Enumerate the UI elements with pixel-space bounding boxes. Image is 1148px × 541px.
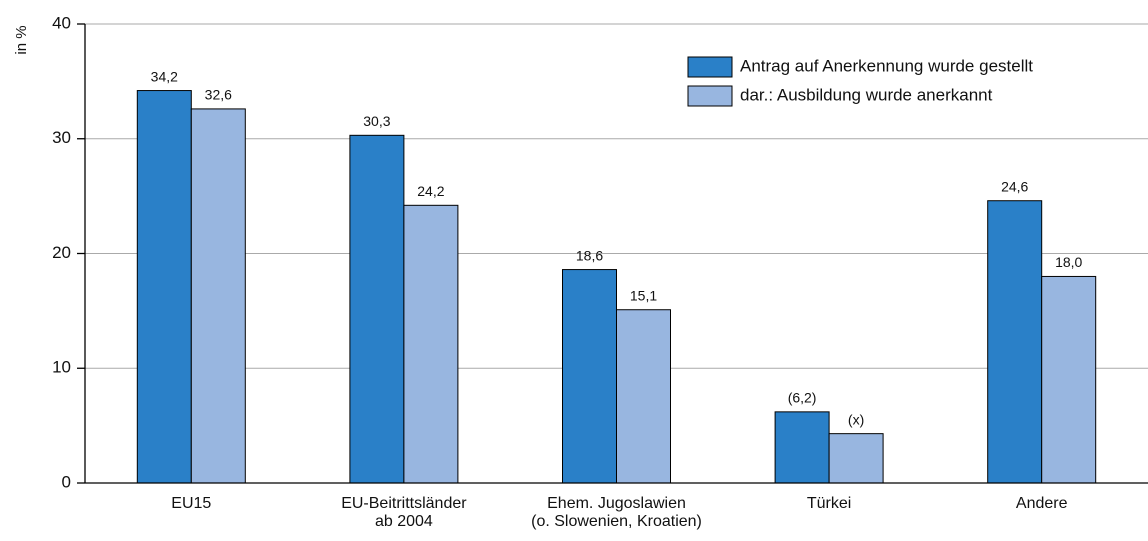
y-tick-label: 30	[52, 128, 71, 147]
x-tick-label: Türkei	[807, 495, 851, 512]
y-tick-label: 0	[62, 472, 71, 491]
bar	[349, 134, 405, 484]
value-label: 32,6	[205, 87, 232, 103]
value-label: 34,2	[151, 68, 178, 84]
value-label: 18,6	[576, 247, 603, 263]
x-tick-label: Ehem. Jugoslawien (o. Slowenien, Kroatien…	[531, 495, 702, 530]
value-label: 30,3	[363, 113, 390, 129]
bar	[562, 269, 617, 484]
bar	[1041, 275, 1097, 484]
bar	[403, 204, 459, 484]
bar	[136, 90, 192, 484]
bar	[616, 309, 671, 484]
bar	[987, 200, 1043, 484]
value-label: (x)	[848, 411, 864, 427]
value-label: 15,1	[630, 287, 657, 303]
value-label: 24,6	[1001, 178, 1028, 194]
bar	[190, 108, 246, 484]
legend-swatch	[687, 56, 733, 78]
bar	[828, 433, 884, 484]
legend-swatch	[687, 85, 733, 107]
x-tick-label: EU15	[171, 495, 211, 512]
value-label: (6,2)	[788, 390, 817, 406]
value-label: 18,0	[1055, 254, 1082, 270]
y-tick-label: 20	[52, 243, 71, 262]
y-axis-label: in %	[13, 25, 30, 54]
value-label: 24,2	[417, 183, 444, 199]
legend-label: Antrag auf Anerkennung wurde gestellt	[740, 56, 1033, 75]
x-tick-label: EU-Beitrittsländer ab 2004	[341, 495, 467, 530]
x-tick-label: Andere	[1016, 495, 1068, 512]
y-tick-label: 40	[52, 13, 71, 32]
y-tick-label: 10	[52, 358, 71, 377]
bar	[774, 411, 830, 484]
legend-label: dar.: Ausbildung wurde anerkannt	[740, 85, 993, 104]
